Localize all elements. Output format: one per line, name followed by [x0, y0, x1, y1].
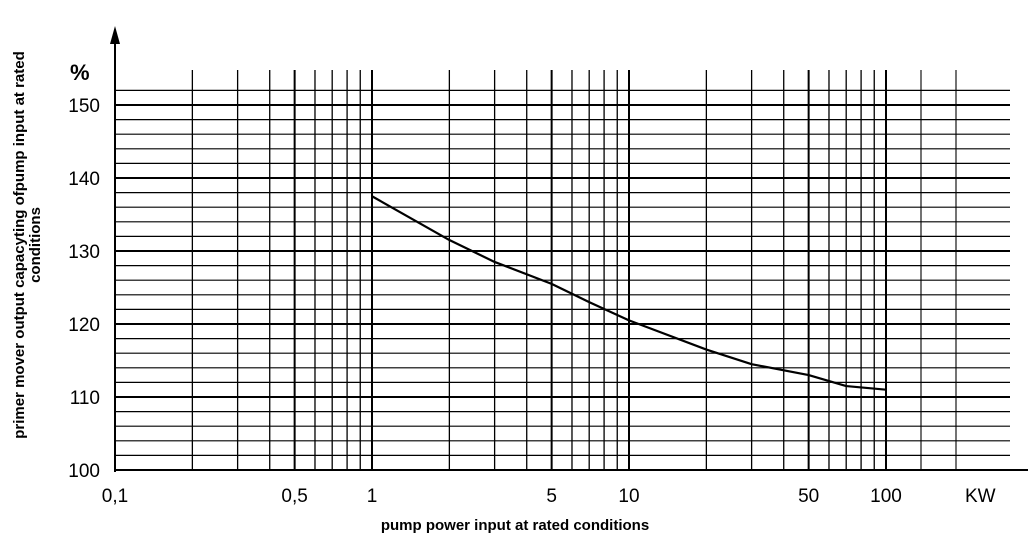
x-tick-label: 0,5	[281, 486, 307, 507]
x-tick-label: 5	[546, 486, 557, 507]
series-layer	[371, 195, 887, 391]
y-tick-label: 150	[68, 96, 100, 117]
y-axis-title-line-2: conditions	[27, 207, 44, 283]
y-axis-title-line-1: primer mover output capacyting ofpump in…	[11, 51, 28, 439]
axes	[110, 26, 1028, 472]
grid	[115, 70, 1010, 471]
y-tick-label: 110	[70, 388, 100, 409]
y-axis-arrow	[110, 26, 120, 44]
y-unit-label: %	[70, 60, 90, 85]
y-axis-title: primer mover output capacyting ofpump in…	[11, 51, 44, 439]
y-tick-label: 140	[68, 169, 100, 190]
x-tick-label: 50	[798, 486, 819, 507]
y-tick-label: 130	[68, 242, 100, 263]
x-tick-label: 0,1	[102, 486, 128, 507]
x-tick-label: 100	[870, 486, 902, 507]
x-tick-label: 10	[618, 486, 639, 507]
y-tick-label: 100	[68, 461, 100, 482]
tick-labels: 0,1 0,5 1 5 10 50 100 100 110 120 130 140 150	[68, 96, 902, 507]
x-unit-label: KW	[965, 486, 996, 507]
x-axis-title: pump power input at rated conditions	[381, 517, 649, 534]
y-tick-label: 120	[68, 315, 100, 336]
x-tick-label: 1	[367, 486, 378, 507]
